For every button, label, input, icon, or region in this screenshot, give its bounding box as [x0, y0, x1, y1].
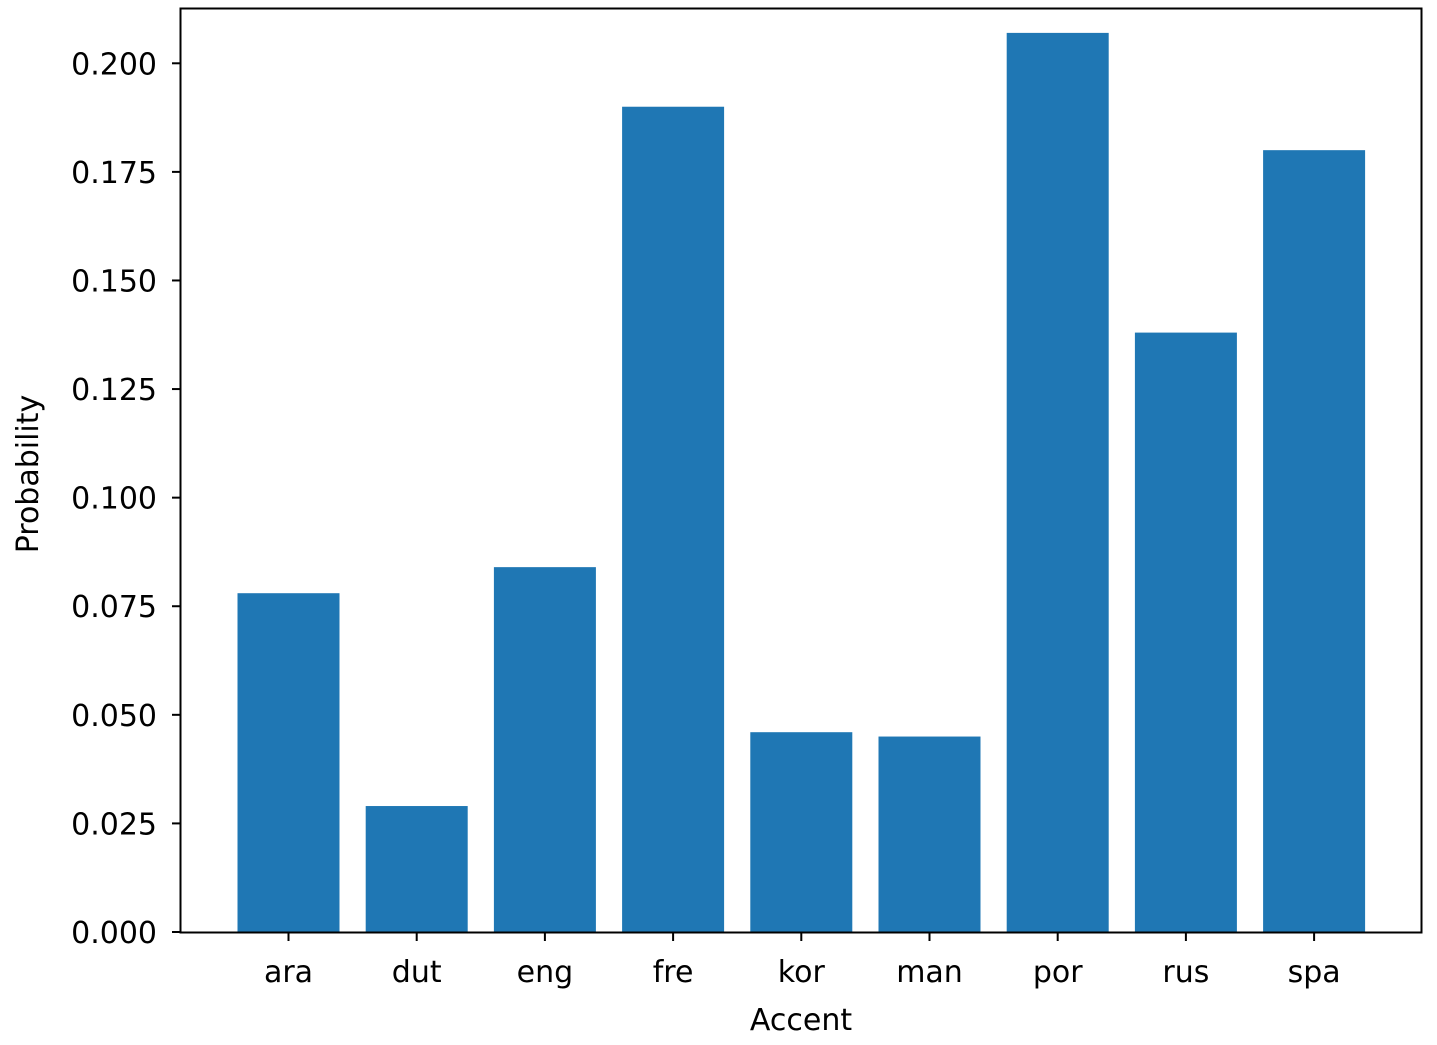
- y-tick-label-0.200: 0.200: [71, 47, 157, 82]
- x-tick-label-eng: eng: [517, 955, 574, 990]
- y-tick-label-0.050: 0.050: [71, 699, 157, 734]
- y-tick-label-0.075: 0.075: [71, 590, 157, 625]
- y-tick-label-0.100: 0.100: [71, 482, 157, 517]
- bar-fre: [622, 106, 725, 932]
- x-tick-label-kor: kor: [778, 955, 826, 990]
- bar-man: [878, 736, 981, 932]
- y-tick-label-0.150: 0.150: [71, 264, 157, 299]
- bar-ara: [237, 593, 340, 932]
- x-tick-label-por: por: [1033, 955, 1083, 990]
- y-axis-ticks: 0.000 0.025 0.050 0.075 0.100 0.125 0.150 0.175…: [71, 47, 181, 951]
- bar-spa: [1263, 150, 1366, 933]
- bars-group: [237, 32, 1366, 933]
- bar-eng: [493, 567, 596, 932]
- bar-por: [1006, 32, 1109, 933]
- y-tick-label-0.000: 0.000: [71, 916, 157, 951]
- plot-frame: [179, 7, 1423, 934]
- y-tick-label-0.175: 0.175: [71, 156, 157, 191]
- x-tick-label-dut: dut: [392, 955, 442, 990]
- bar-rus: [1134, 332, 1237, 933]
- x-tick-label-fre: fre: [653, 955, 694, 990]
- x-tick-label-ara: ara: [264, 955, 313, 990]
- x-tick-label-man: man: [896, 955, 963, 990]
- bar-kor: [750, 732, 853, 932]
- x-tick-label-spa: spa: [1288, 955, 1341, 990]
- x-tick-label-rus: rus: [1162, 955, 1209, 990]
- y-tick-label-0.025: 0.025: [71, 807, 157, 842]
- x-axis-label: Accent: [750, 1003, 852, 1038]
- y-axis-label: Probability: [11, 395, 46, 554]
- x-axis-ticks: ara dut eng fre kor man por rus spa: [264, 932, 1341, 990]
- y-tick-label-0.125: 0.125: [71, 373, 157, 408]
- bar-dut: [365, 806, 468, 932]
